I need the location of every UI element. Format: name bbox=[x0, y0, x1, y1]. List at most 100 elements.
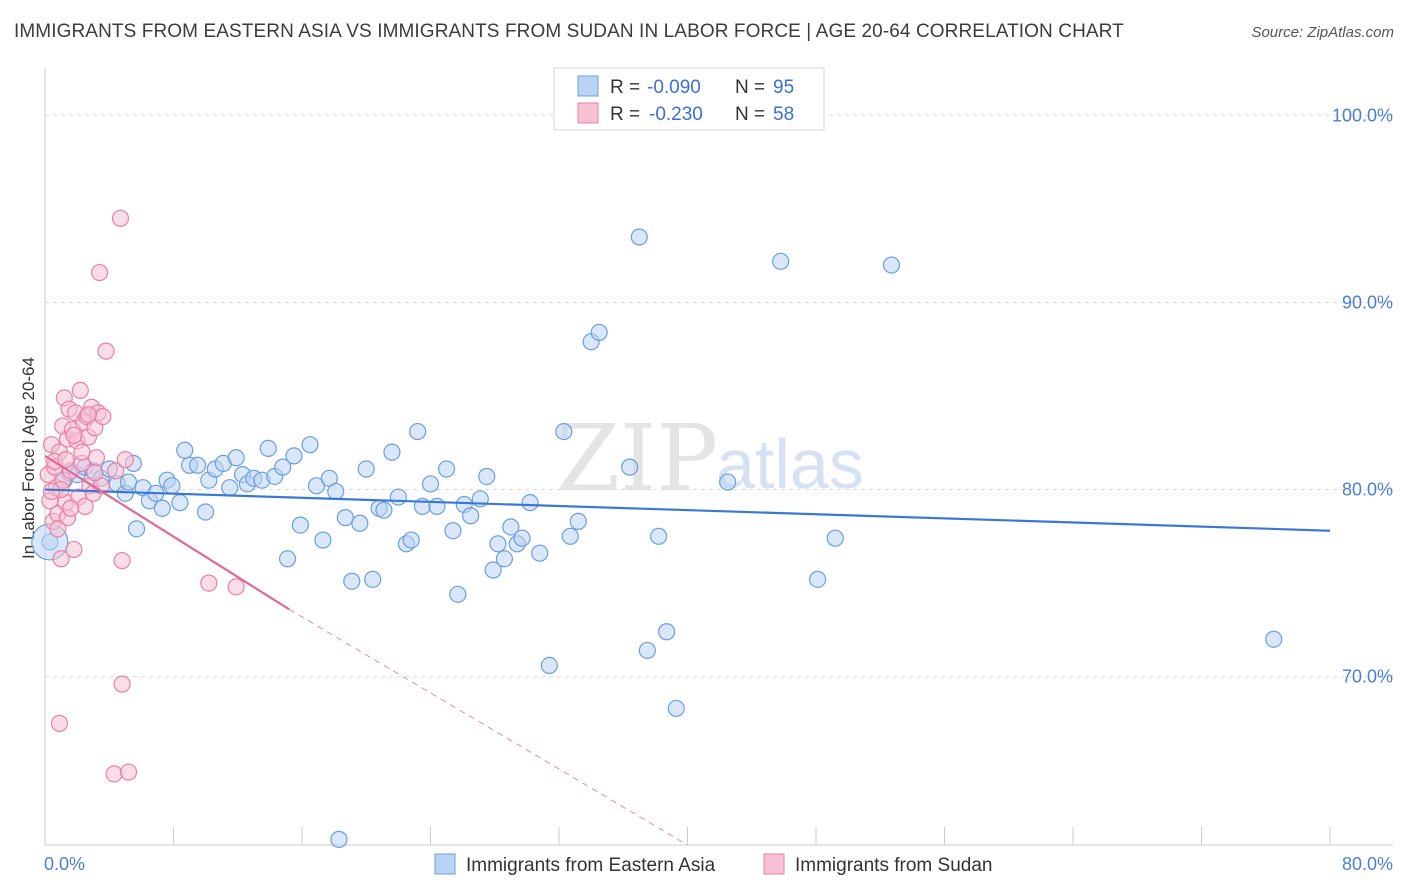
point-eastern-asia-47 bbox=[357, 460, 375, 478]
point-eastern-asia-89 bbox=[826, 529, 844, 547]
y-tick-label-2: 80.0% bbox=[1342, 480, 1393, 500]
trend-line-eastern-asia bbox=[44, 488, 1331, 532]
legend-n-label-2: N = bbox=[735, 104, 765, 125]
point-eastern-asia-68 bbox=[495, 550, 513, 568]
point-eastern-asia-54 bbox=[402, 531, 420, 549]
point-eastern-asia-23 bbox=[197, 503, 215, 521]
point-eastern-asia-82 bbox=[638, 641, 656, 660]
point-eastern-asia-19 bbox=[171, 494, 189, 512]
point-sudan-34 bbox=[91, 263, 109, 282]
series-legend-swatch-sudan bbox=[763, 853, 785, 875]
point-eastern-asia-65 bbox=[478, 467, 496, 486]
point-eastern-asia-63 bbox=[462, 507, 480, 525]
legend-r-value-2: -0.230 bbox=[649, 104, 703, 125]
point-sudan-55 bbox=[86, 464, 104, 482]
point-eastern-asia-41 bbox=[314, 531, 332, 549]
x-tick-labels: 0.0% 80.0% bbox=[44, 854, 1393, 874]
point-eastern-asia-66 bbox=[484, 561, 502, 579]
point-eastern-asia-33 bbox=[259, 439, 277, 458]
legend-n-label-1: N = bbox=[735, 77, 765, 98]
point-eastern-asia-38 bbox=[291, 516, 309, 534]
point-sudan-37 bbox=[97, 342, 115, 360]
point-sudan-38 bbox=[50, 714, 69, 733]
point-sudan-50 bbox=[62, 499, 80, 517]
legend-r-label-2: R = bbox=[610, 104, 640, 125]
point-sudan-54 bbox=[79, 406, 97, 424]
series-sudan bbox=[39, 209, 245, 783]
point-eastern-asia-67 bbox=[489, 535, 507, 553]
point-eastern-asia-59 bbox=[437, 460, 456, 478]
point-eastern-asia-44 bbox=[336, 509, 354, 527]
point-eastern-asia-60 bbox=[444, 522, 462, 540]
point-eastern-asia-72 bbox=[521, 494, 539, 512]
point-sudan-45 bbox=[116, 451, 134, 469]
point-eastern-asia-79 bbox=[590, 323, 608, 342]
point-eastern-asia-91 bbox=[1265, 630, 1283, 648]
point-sudan-53 bbox=[65, 426, 83, 444]
point-sudan-51 bbox=[73, 443, 91, 461]
point-sudan-8 bbox=[52, 550, 70, 568]
gridlines bbox=[45, 114, 1393, 678]
point-sudan-41 bbox=[105, 765, 123, 783]
point-sudan-43 bbox=[113, 675, 131, 693]
point-eastern-asia-36 bbox=[278, 550, 297, 568]
point-eastern-asia-74 bbox=[540, 656, 558, 675]
point-eastern-asia-22 bbox=[188, 456, 207, 474]
point-eastern-asia-71 bbox=[513, 529, 531, 547]
point-eastern-asia-73 bbox=[531, 544, 549, 562]
point-eastern-asia-81 bbox=[630, 228, 648, 246]
y-axis-title: In Labor Force | Age 20-64 bbox=[19, 357, 38, 559]
point-eastern-asia-52 bbox=[389, 488, 407, 506]
point-sudan-39 bbox=[107, 462, 125, 480]
point-eastern-asia-48 bbox=[364, 570, 382, 588]
y-tick-labels: 100.0% 90.0% 80.0% 70.0% bbox=[1332, 105, 1393, 686]
y-tick-label-1: 90.0% bbox=[1342, 292, 1393, 312]
point-eastern-asia-51 bbox=[383, 443, 401, 461]
point-eastern-asia-46 bbox=[351, 514, 369, 532]
point-eastern-asia-87 bbox=[772, 252, 790, 270]
series-legend-swatch-eastern-asia bbox=[434, 853, 456, 875]
x-tick-label-0: 0.0% bbox=[44, 854, 85, 874]
point-eastern-asia-39 bbox=[301, 436, 319, 454]
point-eastern-asia-12 bbox=[127, 520, 146, 538]
point-eastern-asia-55 bbox=[409, 422, 427, 441]
point-eastern-asia-58 bbox=[428, 497, 446, 515]
chart-title: IMMIGRANTS FROM EASTERN ASIA VS IMMIGRAN… bbox=[14, 21, 1124, 42]
legend-swatch-sudan bbox=[577, 102, 599, 124]
point-eastern-asia-43 bbox=[327, 482, 345, 501]
point-eastern-asia-10 bbox=[119, 473, 138, 491]
watermark-atlas: atlas bbox=[716, 425, 864, 503]
legend-swatch-eastern-asia bbox=[577, 75, 599, 97]
point-sudan-56 bbox=[49, 520, 67, 538]
point-eastern-asia-50 bbox=[375, 501, 393, 519]
point-eastern-asia-27 bbox=[221, 479, 239, 497]
y-tick-label-3: 70.0% bbox=[1342, 667, 1393, 687]
point-sudan-52 bbox=[42, 482, 61, 501]
point-sudan-46 bbox=[200, 574, 218, 592]
point-sudan-22 bbox=[71, 381, 89, 400]
trend-line-sudan bbox=[44, 454, 290, 611]
y-tick-label-0: 100.0% bbox=[1332, 105, 1393, 125]
point-sudan-18 bbox=[65, 540, 83, 559]
point-eastern-asia-69 bbox=[502, 518, 520, 536]
chart-source: Source: ZipAtlas.com bbox=[1251, 24, 1394, 41]
point-sudan-36 bbox=[94, 408, 112, 426]
point-eastern-asia-88 bbox=[809, 570, 827, 588]
watermark: ZIP atlas bbox=[556, 405, 864, 512]
point-eastern-asia-28 bbox=[227, 449, 245, 467]
point-sudan-42 bbox=[119, 763, 138, 781]
series-legend-label-sudan: Immigrants from Sudan bbox=[795, 855, 992, 876]
point-eastern-asia-16 bbox=[153, 499, 171, 517]
trend-line-sudan-extrapolated bbox=[288, 608, 688, 846]
point-eastern-asia-57 bbox=[421, 475, 440, 493]
point-sudan-32 bbox=[87, 449, 106, 467]
legend-r-label-1: R = bbox=[610, 77, 640, 98]
point-eastern-asia-40 bbox=[307, 477, 326, 495]
point-eastern-asia-84 bbox=[658, 623, 676, 641]
point-sudan-44 bbox=[113, 552, 131, 570]
point-sudan-57 bbox=[57, 451, 75, 469]
trend-lines bbox=[44, 454, 1331, 846]
legend-r-value-1: -0.090 bbox=[647, 77, 701, 98]
series-eastern-asia bbox=[31, 228, 1283, 848]
